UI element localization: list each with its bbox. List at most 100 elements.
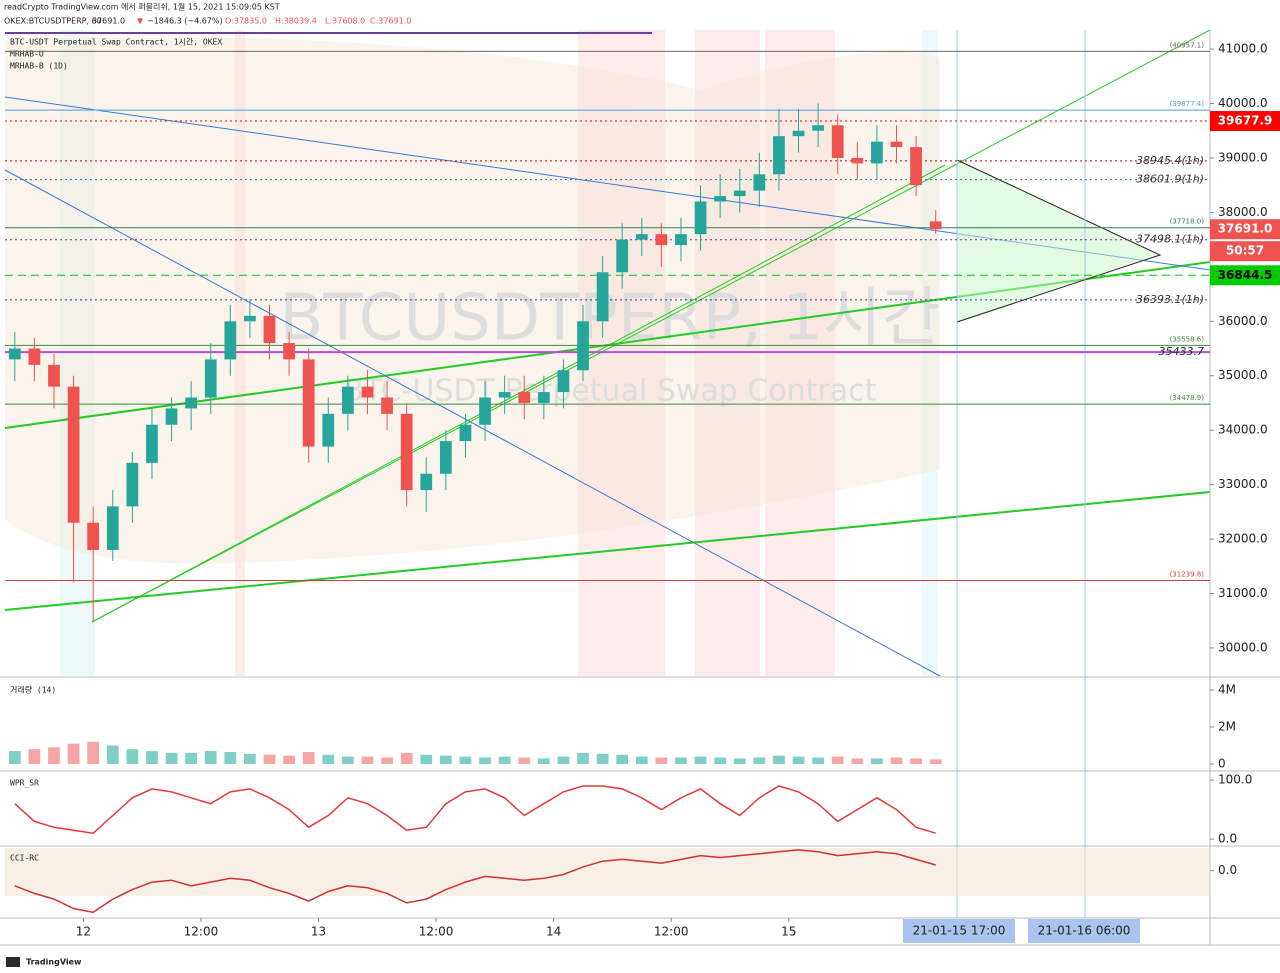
price-box [1210,265,1280,286]
candle-body [635,234,648,240]
volume-bar [792,756,805,765]
volume-bar [106,745,119,765]
candle-body [283,343,295,360]
pane-title: 거래량 (14) [10,685,56,695]
candle-body [655,234,668,246]
volume-bar [890,757,903,765]
volume-bar [812,757,825,765]
legend-entry: BTC-USDT Perpetual Swap Contract, 1시간, O… [10,37,222,47]
volume-bar [283,755,295,765]
volume-bar [635,756,648,765]
open: O:37835.0 [225,17,267,26]
y-tick-label: 39000.0 [1218,150,1268,164]
volume-bar [694,756,707,765]
y-tick-label: 35000.0 [1218,368,1268,382]
candle-body [361,386,374,398]
ohlc-line: OKEX:BTCUSDTPERP, 60 37691.0 ▼ −1846.3 (… [4,17,411,26]
candle-body [146,424,158,463]
price-box-label: 36844.5 [1218,268,1273,282]
candle-body [165,408,178,425]
time-marker: 21-01-16 06:00 [1038,924,1131,938]
countdown-box [1210,241,1280,262]
x-tick-label: 12:00 [654,925,689,939]
y-tick-label: 0.0 [1218,863,1237,877]
candle-body [322,413,335,447]
candle-body [812,125,825,131]
last-price: 37691.0 [92,17,125,26]
volume-bar [851,758,864,765]
candle-body [773,136,785,175]
volume-bar [871,758,883,765]
volume-bar [910,758,922,765]
price-level-note: 37498.1(1h) [1136,233,1204,246]
candle-body [890,141,903,148]
price-level-tag: (40957.1) [1170,41,1205,49]
y-tick-label: 31000.0 [1218,586,1268,600]
price-box-label: 39677.9 [1218,114,1273,128]
candle-body [263,315,276,344]
candle-body [28,348,41,365]
low: L:37608.0 [325,17,365,26]
candle-body [439,441,452,474]
time-marker: 21-01-15 17:00 [913,924,1006,938]
legend-entry: MRHAB-U [10,50,44,59]
volume-bar [185,752,198,765]
volume-bar [929,759,942,765]
volume-bar [361,756,374,765]
pane-title: CCI-RC [10,854,39,863]
candle-body [87,522,100,550]
volume-bar [28,749,41,765]
volume-bar [557,756,570,765]
candle-body [537,392,550,403]
candle-body [518,392,531,403]
high: H:38039.4 [275,17,317,26]
price-box [1210,219,1280,240]
candle-body [871,141,883,164]
y-tick-label: 2M [1218,719,1236,733]
candle-body [831,125,844,158]
trend-line [4,169,941,677]
volume-bar [498,756,511,765]
y-tick-label: 33000.0 [1218,477,1268,491]
candle-body [479,397,491,425]
y-tick-label: 4M [1218,682,1236,696]
candle-body [459,424,472,442]
candle-body [733,190,746,197]
volume-bar [714,757,727,765]
y-tick-label: 32000.0 [1218,532,1268,546]
y-tick-label: 36000.0 [1218,314,1268,328]
price-level-tag: (39877.4) [1170,100,1205,108]
legend-entry: MRHAB-B (1D) [10,62,68,71]
volume-bar [518,757,531,765]
close: C:37691.0 [370,17,411,26]
volume-bar [675,757,687,765]
volume-bar [831,756,844,765]
candle-body [792,130,805,137]
price-box [1210,111,1280,132]
volume-bar [224,751,237,765]
time-marker-box [903,919,1015,943]
candle-body [851,157,864,164]
symbol: OKEX:BTCUSDTPERP, 60 [4,17,102,26]
volume-bar [48,747,60,765]
volume-bar [322,754,335,765]
change-arrow: ▼ [137,17,144,26]
candle-body [557,370,570,393]
countdown: 50:57 [1226,244,1264,258]
y-tick-label: 41000.0 [1218,42,1268,56]
volume-bar [67,743,80,765]
volume-bar [655,757,668,765]
price-level-tag: (37718.0) [1170,218,1205,226]
price-level-note: 36393.1(1h) [1136,293,1204,306]
triangle [956,159,1162,323]
candle-body [8,348,21,360]
candle-body [498,392,511,398]
candle-body [302,359,315,447]
candle-body [596,272,609,322]
candle-body [67,386,80,523]
x-tick-label: 14 [546,925,561,939]
panes [0,30,1280,946]
candle-body [126,462,139,507]
watermark-description: BTC-USDT Perpetual Swap Contract [344,374,877,409]
